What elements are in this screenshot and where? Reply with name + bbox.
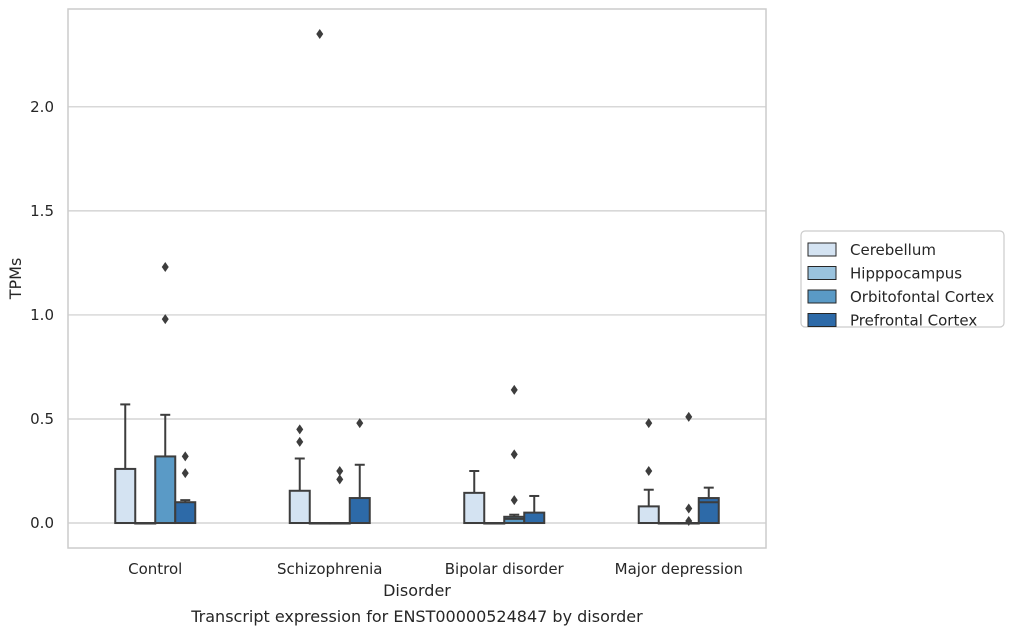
outlier-point — [685, 503, 693, 514]
outlier-point — [336, 466, 344, 476]
box-prefrontal-cortex — [523, 494, 546, 525]
box-cerebellum — [288, 424, 311, 525]
legend: Cerebellum Hipppocampus Orbitofontal Corte… — [800, 230, 1005, 330]
chart-caption: Transcript expression for ENST0000052484… — [190, 607, 643, 626]
box-iqr — [154, 455, 177, 525]
y-axis-label: TPMs — [6, 258, 25, 301]
legend-label: Cerebellum — [850, 241, 936, 259]
box-prefrontal-cortex — [174, 451, 197, 525]
x-tick-label: Schizophrenia — [277, 560, 382, 578]
box-iqr — [503, 515, 526, 525]
box-iqr — [348, 497, 371, 525]
legend-swatch — [807, 266, 837, 280]
box-iqr — [174, 501, 197, 525]
legend-swatch — [807, 242, 837, 257]
legend-label: Hipppocampus — [850, 265, 962, 283]
legend-label: Prefrontal Cortex — [850, 312, 977, 330]
outlier-point — [685, 411, 693, 422]
box-iqr — [288, 489, 311, 525]
outlier-point — [645, 418, 653, 429]
box-orbitofontal-cortex — [503, 384, 526, 525]
outlier-point — [296, 436, 304, 447]
box-prefrontal-cortex — [348, 418, 371, 525]
box-cerebellum — [463, 470, 486, 525]
legend-item: Cerebellum — [807, 241, 936, 259]
box-orbitofontal-cortex — [154, 262, 177, 525]
outlier-point — [685, 515, 693, 526]
outlier-point — [645, 466, 653, 476]
x-axis-ticks: Control Schizophrenia Bipolar disorder Majo… — [128, 560, 743, 578]
legend-swatch — [807, 313, 837, 327]
outlier-point — [181, 468, 189, 479]
boxes — [114, 28, 720, 526]
plot-frame — [67, 8, 767, 549]
x-tick-label: Control — [128, 560, 182, 578]
legend-frame — [800, 230, 1005, 328]
box-orbitofontal-cortex — [328, 466, 351, 525]
box-prefrontal-cortex — [697, 486, 720, 525]
outlier-point — [510, 449, 518, 460]
legend-label: Orbitofontal Cortex — [850, 288, 994, 306]
box-hipppocampus — [134, 522, 157, 525]
x-tick-label: Major depression — [615, 560, 743, 578]
outlier-point — [296, 424, 304, 435]
box-hipppocampus — [657, 522, 680, 525]
box-hipppocampus — [308, 28, 331, 525]
x-tick-label: Bipolar disorder — [445, 560, 565, 578]
legend-item: Orbitofontal Cortex — [807, 288, 994, 306]
y-tick-label: 1.0 — [30, 306, 54, 324]
outlier-point — [161, 262, 169, 273]
outlier-point — [161, 314, 169, 325]
box-iqr — [637, 505, 660, 525]
box-cerebellum — [114, 403, 137, 525]
outlier-point — [316, 28, 324, 39]
x-axis-label: Disorder — [383, 581, 451, 600]
outlier-point — [510, 495, 518, 506]
box-cerebellum — [637, 418, 660, 525]
box-orbitofontal-cortex — [677, 411, 700, 526]
outlier-point — [336, 474, 344, 485]
outlier-point — [510, 384, 518, 395]
box-iqr — [523, 511, 546, 525]
outlier-point — [356, 418, 364, 429]
box-iqr — [114, 467, 137, 525]
y-tick-label: 2.0 — [30, 98, 54, 116]
legend-item: Hipppocampus — [807, 265, 962, 283]
y-tick-label: 0.5 — [30, 410, 54, 428]
box-hipppocampus — [483, 522, 506, 525]
box-iqr — [697, 497, 720, 525]
outlier-point — [181, 451, 189, 462]
box-iqr — [463, 491, 486, 525]
y-axis-ticks: 0.0 0.5 1.0 1.5 2.0 — [30, 98, 54, 532]
legend-swatch — [807, 289, 837, 304]
y-tick-label: 0.0 — [30, 514, 54, 532]
y-tick-label: 1.5 — [30, 202, 54, 220]
legend-item: Prefrontal Cortex — [807, 312, 977, 330]
